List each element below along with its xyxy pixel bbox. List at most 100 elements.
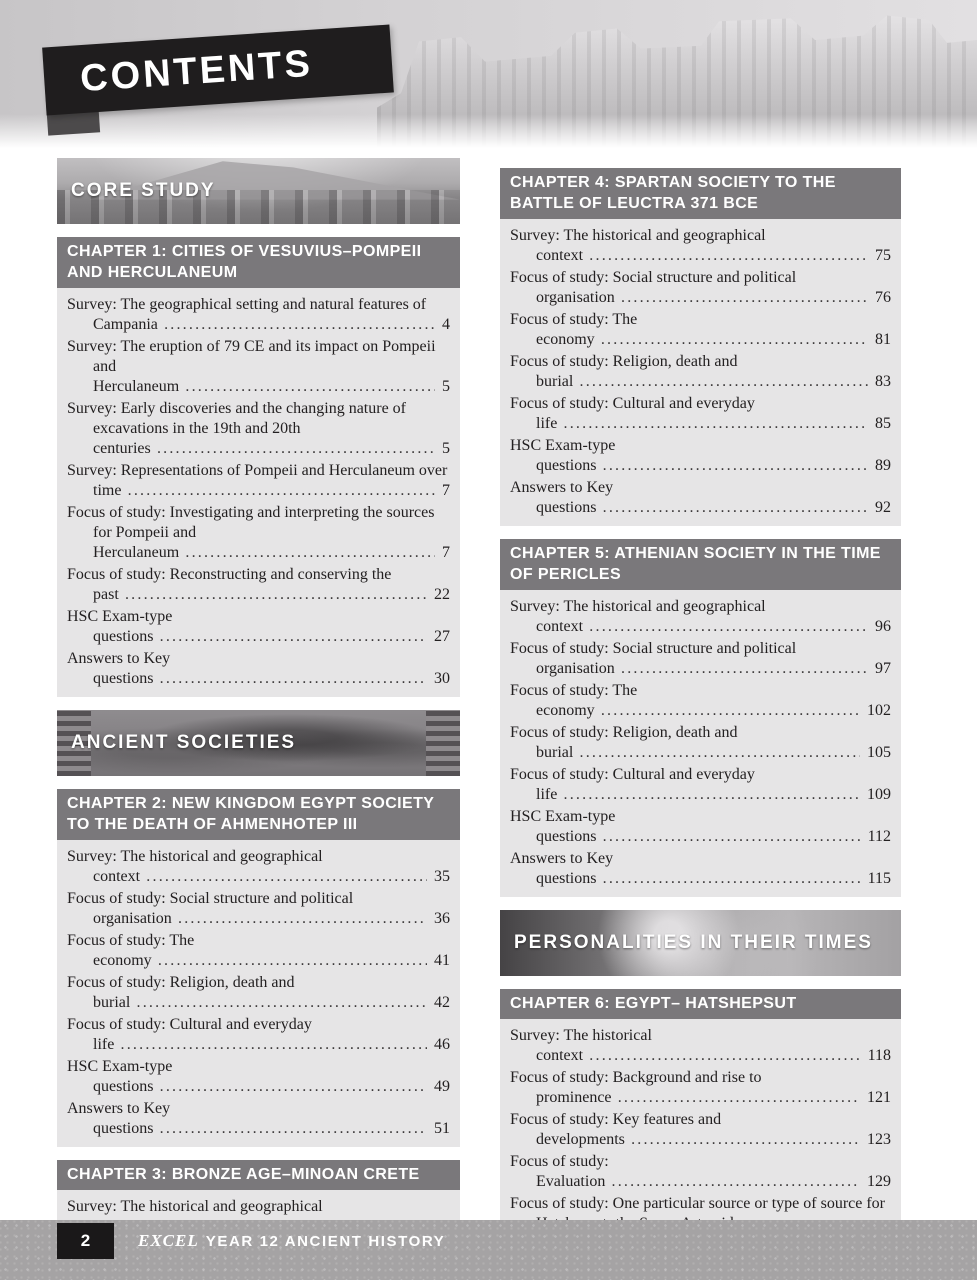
toc-entry-text: Focus of study: Evaluation xyxy=(510,1153,891,1190)
toc-entry: Focus of study: Religion, death and buri… xyxy=(67,973,450,1013)
toc-entry-page: 22 xyxy=(427,585,450,605)
toc-entry-text: Focus of study: Key features and develop… xyxy=(510,1111,891,1148)
part-banner-core-study: CORE STUDY xyxy=(57,158,460,224)
toc-entry-page: 83 xyxy=(868,372,891,392)
toc-entry: Survey: The geographical setting and nat… xyxy=(67,295,450,335)
toc-entry-text: Survey: Representations of Pompeii and H… xyxy=(67,462,450,499)
toc-entry-text: Focus of study: Investigating and interp… xyxy=(67,504,450,561)
chapter-6-title-banner: CHAPTER 6: EGYPT– HATSHEPSUT xyxy=(500,989,901,1019)
toc-entry-text: Survey: The historical and geographical … xyxy=(510,598,891,635)
toc-entry-page: 85 xyxy=(868,414,891,434)
footer-title: EXCEL YEAR 12 ANCIENT HISTORY xyxy=(138,1231,445,1251)
toc-entry-text: Focus of study: Reconstructing and conse… xyxy=(67,566,450,603)
toc-entry-page: 76 xyxy=(868,288,891,308)
toc-entry-page: 7 xyxy=(435,543,450,563)
toc-entry: Focus of study: The economy102 xyxy=(510,681,891,721)
part-banner-ancient-societies: ANCIENT SOCIETIES xyxy=(57,710,460,776)
chapter-2: CHAPTER 2: NEW KINGDOM EGYPT SOCIETY TO … xyxy=(57,789,460,1147)
toc-entry-text: Survey: The geographical setting and nat… xyxy=(67,296,450,333)
toc-column-left: CORE STUDY CHAPTER 1: CITIES OF VESUVIUS–… xyxy=(57,158,460,1280)
toc-entry-page: 5 xyxy=(435,439,450,459)
toc-entry-page: 51 xyxy=(427,1119,450,1139)
part-banner-label: PERSONALITIES IN THEIR TIMES xyxy=(514,932,873,953)
toc-entry: Focus of study: Social structure and pol… xyxy=(67,889,450,929)
brand-name: EXCEL xyxy=(138,1231,199,1250)
toc-entry: Survey: The historical and geographical … xyxy=(510,226,891,266)
toc-entry: Focus of study: Evaluation129 xyxy=(510,1152,891,1192)
toc-entry-text: Survey: Early discoveries and the changi… xyxy=(67,400,450,457)
toc-entry-page: 42 xyxy=(427,993,450,1013)
toc-entry-page: 7 xyxy=(435,481,450,501)
toc-entry: Answers to Key questions30 xyxy=(67,649,450,689)
toc-entry-page: 35 xyxy=(427,867,450,887)
toc-entry: Survey: The historical and geographical … xyxy=(67,847,450,887)
toc-entry-text: Focus of study: Cultural and everyday li… xyxy=(510,766,891,803)
toc-entry-page: 5 xyxy=(435,377,450,397)
chapter-3-title-banner: CHAPTER 3: BRONZE AGE–MINOAN CRETE xyxy=(57,1160,460,1190)
toc-entry-text: Survey: The historical and geographical … xyxy=(67,848,450,885)
toc-entry: Focus of study: Social structure and pol… xyxy=(510,639,891,679)
toc-entry-text: Focus of study: Religion, death and buri… xyxy=(510,724,891,761)
toc-entry-page: 41 xyxy=(427,951,450,971)
toc-entry: Answers to Key questions115 xyxy=(510,849,891,889)
toc-entry-text: HSC Exam-type questions xyxy=(67,1058,450,1095)
toc-entry-text: Focus of study: The economy xyxy=(67,932,450,969)
toc-entry-text: HSC Exam-type questions xyxy=(67,608,450,645)
page-number: 2 xyxy=(80,1231,91,1250)
header-photo-band xyxy=(0,0,977,148)
toc-entry-text: Focus of study: Cultural and everyday li… xyxy=(510,395,891,432)
toc-entry-page: 112 xyxy=(860,827,891,847)
toc-entry: Survey: Representations of Pompeii and H… xyxy=(67,461,450,501)
toc-entry-text: Answers to Key questions xyxy=(510,479,891,516)
toc-entry-text: Answers to Key questions xyxy=(510,850,891,887)
toc-entry-text: Focus of study: Religion, death and buri… xyxy=(510,353,891,390)
toc-entry-text: Survey: The historical and geographical … xyxy=(510,227,891,264)
toc-entry: Focus of study: The economy41 xyxy=(67,931,450,971)
toc-entry: Answers to Key questions92 xyxy=(510,478,891,518)
toc-entry: Survey: The historical context118 xyxy=(510,1026,891,1066)
part-banner-label: ANCIENT SOCIETIES xyxy=(71,732,297,753)
page-title: CONTENTS xyxy=(78,42,315,101)
toc-entry-page: 115 xyxy=(860,869,891,889)
toc-entry: Focus of study: Cultural and everyday li… xyxy=(510,394,891,434)
toc-entry-text: Focus of study: Cultural and everyday li… xyxy=(67,1016,450,1053)
toc-entry: HSC Exam-type questions27 xyxy=(67,607,450,647)
toc-entry: HSC Exam-type questions89 xyxy=(510,436,891,476)
toc-entry-page: 92 xyxy=(868,498,891,518)
toc-entry: Survey: The historical and geographical … xyxy=(510,597,891,637)
chapter-4-entries: Survey: The historical and geographical … xyxy=(500,219,901,526)
chapter-1-title-banner: CHAPTER 1: CITIES OF VESUVIUS–POMPEII AN… xyxy=(57,237,460,288)
photo-fade xyxy=(0,114,977,148)
chapter-2-entries: Survey: The historical and geographical … xyxy=(57,840,460,1147)
toc-entry-text: Focus of study: Religion, death and buri… xyxy=(67,974,450,1011)
toc-entry-page: 105 xyxy=(860,743,891,763)
toc-entry: Focus of study: Cultural and everyday li… xyxy=(67,1015,450,1055)
toc-entry-page: 36 xyxy=(427,909,450,929)
toc-entry: Focus of study: Investigating and interp… xyxy=(67,503,450,563)
toc-entry-page: 102 xyxy=(860,701,891,721)
toc-entry-page: 30 xyxy=(427,669,450,689)
chapter-2-title-banner: CHAPTER 2: NEW KINGDOM EGYPT SOCIETY TO … xyxy=(57,789,460,840)
toc-entry-page: 4 xyxy=(435,315,450,335)
chapter-4: CHAPTER 4: SPARTAN SOCIETY TO THE BATTLE… xyxy=(500,168,901,526)
toc-entry-text: Survey: The historical context xyxy=(510,1027,891,1064)
toc-entry-page: 89 xyxy=(868,456,891,476)
toc-entry: Focus of study: Key features and develop… xyxy=(510,1110,891,1150)
part-banner-personalities: PERSONALITIES IN THEIR TIMES xyxy=(500,910,901,976)
toc-entry-page: 109 xyxy=(860,785,891,805)
toc-entry-text: Survey: The eruption of 79 CE and its im… xyxy=(67,338,450,395)
chapter-5-entries: Survey: The historical and geographical … xyxy=(500,590,901,897)
toc-entry-text: Focus of study: The economy xyxy=(510,311,891,348)
toc-entry-page: 27 xyxy=(427,627,450,647)
toc-entry-text: Focus of study: Background and rise to p… xyxy=(510,1069,891,1106)
toc-entry-page: 81 xyxy=(868,330,891,350)
toc-entry: Survey: Early discoveries and the changi… xyxy=(67,399,450,459)
toc-entry: HSC Exam-type questions49 xyxy=(67,1057,450,1097)
toc-entry: Focus of study: Background and rise to p… xyxy=(510,1068,891,1108)
chapter-4-title-banner: CHAPTER 4: SPARTAN SOCIETY TO THE BATTLE… xyxy=(500,168,901,219)
footer-band: 2 EXCEL YEAR 12 ANCIENT HISTORY xyxy=(0,1220,977,1280)
toc-entry-text: Answers to Key questions xyxy=(67,650,450,687)
chapter-5-title-banner: CHAPTER 5: ATHENIAN SOCIETY IN THE TIME … xyxy=(500,539,901,590)
chapter-5: CHAPTER 5: ATHENIAN SOCIETY IN THE TIME … xyxy=(500,539,901,897)
